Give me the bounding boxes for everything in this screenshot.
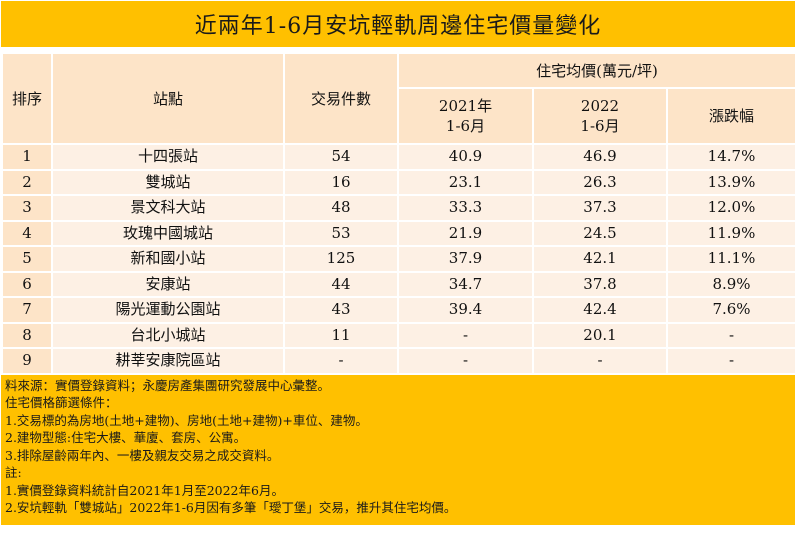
cell-price-2021: -	[397, 321, 534, 349]
title-banner: 近兩年1-6月安坑輕軌周邊住宅價量變化	[1, 1, 795, 47]
cell-price-2021: 33.3	[397, 194, 534, 222]
cell-price-2021: 23.1	[397, 168, 534, 196]
table-row: 4 玫瑰中國城站 53 21.9 24.5 11.9%	[1, 219, 798, 247]
cell-price-2022: 20.1	[532, 321, 668, 349]
table-row: 2 雙城站 16 23.1 26.3 13.9%	[1, 168, 798, 196]
cell-station: 新和國小站	[51, 245, 285, 273]
cell-price-2022: 37.3	[532, 194, 668, 222]
cell-change: 7.6%	[665, 296, 798, 324]
cell-station: 台北小城站	[51, 321, 285, 349]
cell-transactions: -	[283, 347, 399, 375]
table-row: 1 十四張站 54 40.9 46.9 14.7%	[1, 143, 798, 171]
cell-price-2022: 46.9	[532, 143, 668, 171]
cell-change: -	[665, 321, 798, 349]
header-2022: 2022 1-6月	[532, 87, 668, 145]
cell-transactions: 48	[283, 194, 399, 222]
cell-transactions: 43	[283, 296, 399, 324]
note-remarks-heading: 註:	[5, 465, 22, 480]
notes-panel: 料來源：實價登錄資料；永慶房產集團研究發展中心彙整。 住宅價格篩選條件： 1.交…	[1, 374, 795, 525]
cell-transactions: 11	[283, 321, 399, 349]
cell-station: 陽光運動公園站	[51, 296, 285, 324]
note-filter-heading: 住宅價格篩選條件：	[5, 395, 118, 410]
cell-change: 11.1%	[665, 245, 798, 273]
note-source: 料來源：實價登錄資料；永慶房產集團研究發展中心彙整。	[5, 377, 331, 393]
cell-rank: 4	[1, 219, 53, 247]
cell-price-2021: -	[397, 347, 534, 375]
cell-station: 十四張站	[51, 143, 285, 171]
cell-price-2022: 24.5	[532, 219, 668, 247]
cell-price-2022: 42.4	[532, 296, 668, 324]
cell-rank: 3	[1, 194, 53, 222]
cell-rank: 8	[1, 321, 53, 349]
cell-rank: 6	[1, 270, 53, 298]
cell-transactions: 125	[283, 245, 399, 273]
cell-change: 12.0%	[665, 194, 798, 222]
cell-rank: 7	[1, 296, 53, 324]
cell-rank: 1	[1, 143, 53, 171]
header-rank: 排序	[1, 52, 53, 145]
cell-station: 雙城站	[51, 168, 285, 196]
cell-station: 安康站	[51, 270, 285, 298]
table-row: 8 台北小城站 11 - 20.1 -	[1, 321, 798, 349]
header-2021-year: 2021年	[438, 97, 493, 115]
header-station: 站點	[51, 52, 285, 145]
cell-price-2021: 21.9	[397, 219, 534, 247]
cell-change: 8.9%	[665, 270, 798, 298]
header-transactions: 交易件數	[283, 52, 399, 145]
cell-station: 景文科大站	[51, 194, 285, 222]
note-filter-3: 3.排除屋齡兩年內、一樓及親友交易之成交資料。	[5, 447, 280, 463]
cell-price-2022: 42.1	[532, 245, 668, 273]
header-2022-year: 2022	[580, 97, 620, 115]
cell-transactions: 53	[283, 219, 399, 247]
cell-price-2021: 34.7	[397, 270, 534, 298]
cell-price-2022: 26.3	[532, 168, 668, 196]
cell-station: 耕莘安康院區站	[51, 347, 285, 375]
header-avg-price-group: 住宅均價(萬元/坪)	[396, 52, 798, 89]
cell-price-2021: 37.9	[397, 245, 534, 273]
cell-rank: 2	[1, 168, 53, 196]
cell-change: 13.9%	[665, 168, 798, 196]
cell-transactions: 16	[283, 168, 399, 196]
cell-price-2022: 37.8	[532, 270, 668, 298]
page-title: 近兩年1-6月安坑輕軌周邊住宅價量變化	[194, 14, 602, 39]
note-remark-2: 2.安坑輕軌「雙城站」2022年1-6月因有多筆「璦丁堡」交易，推升其住宅均價。	[5, 500, 457, 515]
header-2021-period: 1-6月	[445, 117, 486, 135]
header-2021: 2021年 1-6月	[397, 87, 534, 145]
header-change: 漲跌幅	[665, 87, 798, 145]
infographic: 近兩年1-6月安坑輕軌周邊住宅價量變化 排序 站點 交易件數 住宅均價(萬元/坪…	[1, 1, 798, 525]
cell-station: 玫瑰中國城站	[51, 219, 285, 247]
cell-price-2022: -	[532, 347, 668, 375]
note-filter-2: 2.建物型態:住宅大樓、華廈、套房、公寓。	[5, 430, 247, 445]
table-row: 6 安康站 44 34.7 37.8 8.9%	[1, 270, 798, 298]
cell-transactions: 54	[283, 143, 399, 171]
note-remark-1: 1.實價登錄資料統計自2021年1月至2022年6月。	[5, 482, 284, 498]
table-row: 5 新和國小站 125 37.9 42.1 11.1%	[1, 245, 798, 273]
cell-change: -	[665, 347, 798, 375]
cell-rank: 9	[1, 347, 53, 375]
price-volume-table: 排序 站點 交易件數 住宅均價(萬元/坪) 2021年 1-6月 2022 1-…	[1, 52, 798, 375]
cell-change: 11.9%	[665, 219, 798, 247]
cell-rank: 5	[1, 245, 53, 273]
cell-price-2021: 39.4	[397, 296, 534, 324]
spacer	[1, 47, 795, 52]
cell-change: 14.7%	[665, 143, 798, 171]
table-row: 7 陽光運動公園站 43 39.4 42.4 7.6%	[1, 296, 798, 324]
table-row: 9 耕莘安康院區站 - - - -	[1, 347, 798, 375]
note-filter-1: 1.交易標的為房地(土地+建物)、房地(土地+建物)+車位、建物。	[5, 412, 368, 428]
cell-transactions: 44	[283, 270, 399, 298]
table-row: 3 景文科大站 48 33.3 37.3 12.0%	[1, 194, 798, 222]
cell-price-2021: 40.9	[397, 143, 534, 171]
header-2022-period: 1-6月	[580, 117, 620, 135]
